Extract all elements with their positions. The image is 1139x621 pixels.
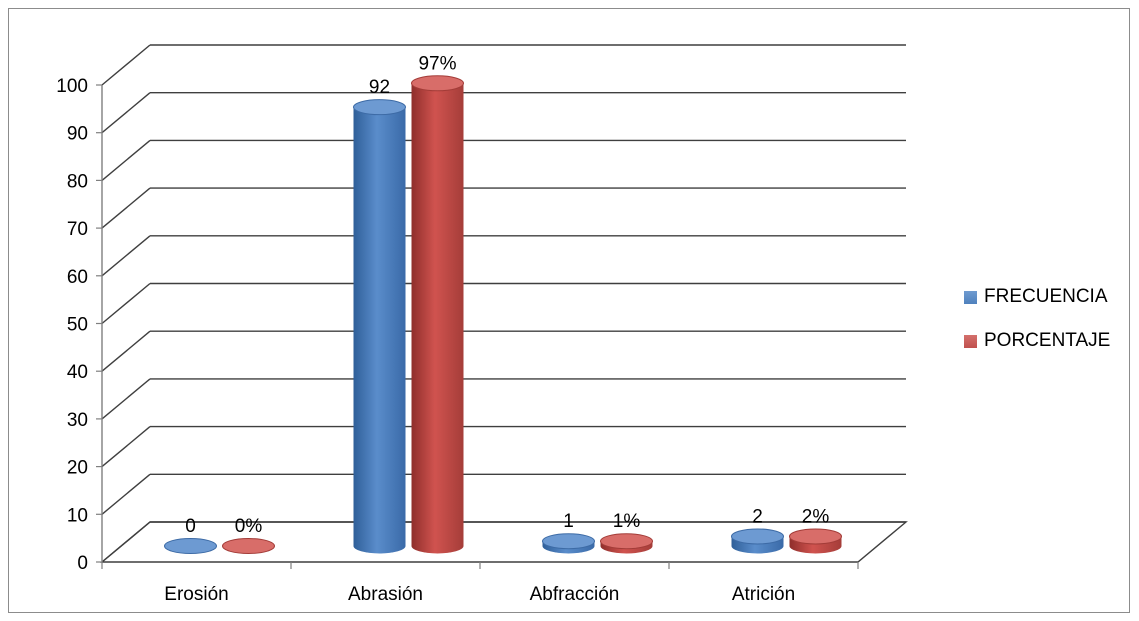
bar-porcentaje-1: 97%: [411, 53, 464, 554]
y-tick-label: 60: [67, 267, 88, 288]
data-label: 0%: [235, 516, 263, 537]
gridline-side: [101, 44, 151, 86]
data-label: 92: [369, 77, 390, 98]
chart-floor: [100, 521, 908, 563]
gridline-side: [101, 378, 151, 420]
data-label: 0: [185, 516, 196, 537]
x-tick-label: Abfracción: [530, 584, 620, 605]
bar-frecuencia-2: 1: [542, 511, 595, 554]
bar-porcentaje-2: 1%: [600, 511, 653, 554]
y-tick-label: 70: [67, 219, 88, 240]
bar-top: [222, 538, 275, 554]
gridline-side: [101, 473, 151, 515]
bar-top: [353, 99, 406, 116]
bar-porcentaje-0: 0%: [222, 516, 275, 554]
y-tick-label: 0: [77, 553, 88, 574]
y-tick-label: 10: [67, 505, 88, 526]
gridline-side: [101, 330, 151, 372]
bar-porcentaje-3: 2%: [789, 506, 842, 554]
legend-swatch-frecuencia: [964, 290, 977, 304]
y-tick-label: 100: [56, 76, 88, 97]
gridline-side: [101, 235, 151, 277]
gridline-side: [101, 426, 151, 468]
y-tick-label: 50: [67, 315, 88, 336]
bar-frecuencia-1: 92: [353, 77, 406, 554]
bar-top: [542, 533, 595, 550]
legend-label-frecuencia: FRECUENCIA: [984, 286, 1108, 307]
data-label: 2%: [802, 506, 830, 527]
y-tick-label: 40: [67, 362, 88, 383]
chart-legend: FRECUENCIA PORCENTAJE: [964, 284, 1110, 372]
data-label: 1%: [613, 511, 641, 532]
bar-frecuencia-3: 2: [731, 506, 784, 554]
bar-top: [164, 538, 217, 554]
y-tick-label: 90: [67, 124, 88, 145]
legend-item-frecuencia: FRECUENCIA: [964, 284, 1110, 310]
bar-frecuencia-0: 0: [164, 516, 217, 554]
gridline-side: [101, 92, 151, 134]
data-label: 97%: [418, 53, 456, 74]
x-tick-label: Atrición: [732, 584, 795, 605]
legend-item-porcentaje: PORCENTAJE: [964, 328, 1110, 354]
x-tick-label: Abrasión: [348, 584, 423, 605]
bar-body: [353, 107, 406, 554]
y-tick-label: 30: [67, 410, 88, 431]
bar-top: [731, 528, 784, 545]
data-label: 1: [563, 511, 574, 532]
gridline-side: [101, 282, 151, 325]
bar-top: [789, 528, 842, 545]
x-tick-label: Erosión: [164, 584, 228, 605]
legend-label-porcentaje: PORCENTAJE: [984, 330, 1111, 351]
data-label: 2: [752, 506, 763, 527]
gridline-side: [101, 139, 151, 181]
gridline-side: [101, 187, 151, 229]
y-tick-label: 80: [67, 171, 88, 192]
legend-swatch-porcentaje: [964, 334, 977, 348]
bar-top: [600, 533, 653, 550]
y-tick-label: 20: [67, 458, 88, 479]
bar-body: [411, 83, 464, 554]
bar-top: [411, 75, 464, 92]
chart-frame: [8, 8, 1130, 613]
